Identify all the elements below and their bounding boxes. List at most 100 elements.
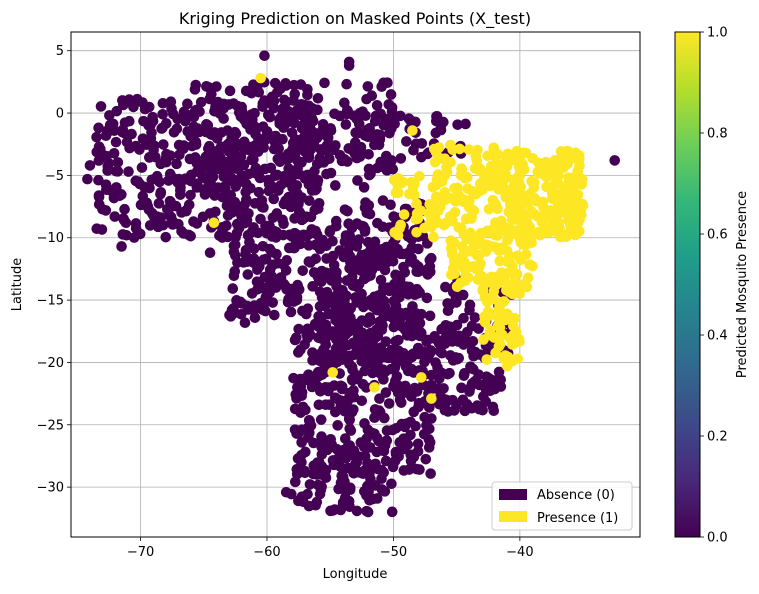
absence-point <box>346 271 358 283</box>
presence-point <box>208 217 220 229</box>
absence-point <box>316 431 327 442</box>
absence-point <box>179 115 191 127</box>
absence-point <box>480 385 492 396</box>
presence-point <box>557 206 568 218</box>
absence-point <box>391 247 402 258</box>
absence-point <box>402 330 413 341</box>
absence-point <box>314 152 326 164</box>
absence-point <box>286 127 298 139</box>
x-axis-label: Longitude <box>323 567 388 582</box>
presence-point <box>414 170 425 182</box>
absence-point <box>204 247 216 259</box>
absence-point <box>458 370 470 381</box>
absence-point <box>239 317 251 329</box>
absence-point <box>412 438 424 450</box>
y-tick-label: −30 <box>37 481 64 496</box>
absence-point <box>234 296 246 308</box>
absence-point <box>375 156 387 168</box>
presence-point <box>574 214 585 225</box>
presence-point <box>428 231 439 243</box>
absence-point <box>119 203 130 215</box>
absence-point <box>390 269 401 281</box>
absence-point <box>364 123 375 134</box>
colorbar-tick-label: 0.0 <box>707 531 728 546</box>
presence-point <box>466 204 478 215</box>
absence-point <box>386 478 397 490</box>
absence-point <box>312 174 324 186</box>
absence-point <box>319 77 330 89</box>
presence-point <box>514 205 526 216</box>
absence-point <box>362 506 374 518</box>
absence-point <box>342 441 353 453</box>
absence-point <box>232 257 243 268</box>
absence-point <box>180 205 192 217</box>
absence-point <box>178 228 189 239</box>
absence-point <box>385 199 396 211</box>
absence-point <box>411 463 422 475</box>
absence-point <box>406 391 417 402</box>
presence-point <box>411 198 422 210</box>
absence-point <box>300 308 312 320</box>
colorbar: 0.0 0.2 0.4 0.6 0.8 1.0 Predicted Mosquito Pr… <box>674 26 750 546</box>
absence-point <box>342 205 353 217</box>
absence-point <box>95 101 107 112</box>
presence-point <box>514 288 525 300</box>
absence-point <box>337 500 349 512</box>
absence-point <box>434 345 445 357</box>
absence-point <box>224 85 236 97</box>
absence-point <box>336 395 347 407</box>
absence-point <box>339 236 351 248</box>
absence-point <box>201 81 212 92</box>
presence-point <box>492 331 503 343</box>
absence-point <box>93 174 104 186</box>
absence-point <box>277 214 288 226</box>
presence-point <box>327 367 339 378</box>
presence-point <box>502 234 513 246</box>
presence-point <box>489 229 501 241</box>
absence-point <box>404 256 416 267</box>
presence-point <box>509 312 521 324</box>
absence-point <box>219 181 230 192</box>
absence-point <box>144 151 155 163</box>
presence-point <box>573 225 584 237</box>
absence-point <box>340 452 352 464</box>
absence-point <box>412 342 424 354</box>
absence-point <box>330 180 341 191</box>
absence-point <box>353 451 365 462</box>
absence-point <box>259 271 271 283</box>
absence-point <box>327 352 339 363</box>
absence-point <box>313 369 325 381</box>
absence-point <box>308 139 320 151</box>
absence-point <box>401 136 412 147</box>
presence-point <box>456 163 467 174</box>
absence-point <box>473 323 484 334</box>
y-tick-label: 5 <box>56 44 64 59</box>
presence-point <box>541 181 552 193</box>
absence-point <box>296 437 307 448</box>
absence-point <box>178 143 189 154</box>
absence-point <box>278 278 290 290</box>
absence-point <box>130 140 142 152</box>
presence-point <box>467 185 478 197</box>
absence-point <box>123 115 135 127</box>
absence-point <box>407 301 418 312</box>
absence-point <box>397 388 408 399</box>
absence-point <box>218 113 229 124</box>
absence-point <box>288 79 300 91</box>
absence-point <box>102 161 114 172</box>
x-tick-label: −50 <box>380 545 407 560</box>
presence-point <box>513 334 525 345</box>
absence-point <box>268 193 280 205</box>
absence-point <box>421 292 433 304</box>
absence-point <box>390 375 401 387</box>
presence-point <box>423 207 434 219</box>
presence-point <box>492 203 503 215</box>
absence-point <box>363 148 374 160</box>
absence-point <box>353 234 365 245</box>
absence-point <box>401 418 412 429</box>
absence-point <box>342 354 354 366</box>
absence-point <box>260 285 272 296</box>
presence-point <box>482 150 493 162</box>
presence-point <box>536 214 548 225</box>
absence-point <box>386 155 397 166</box>
